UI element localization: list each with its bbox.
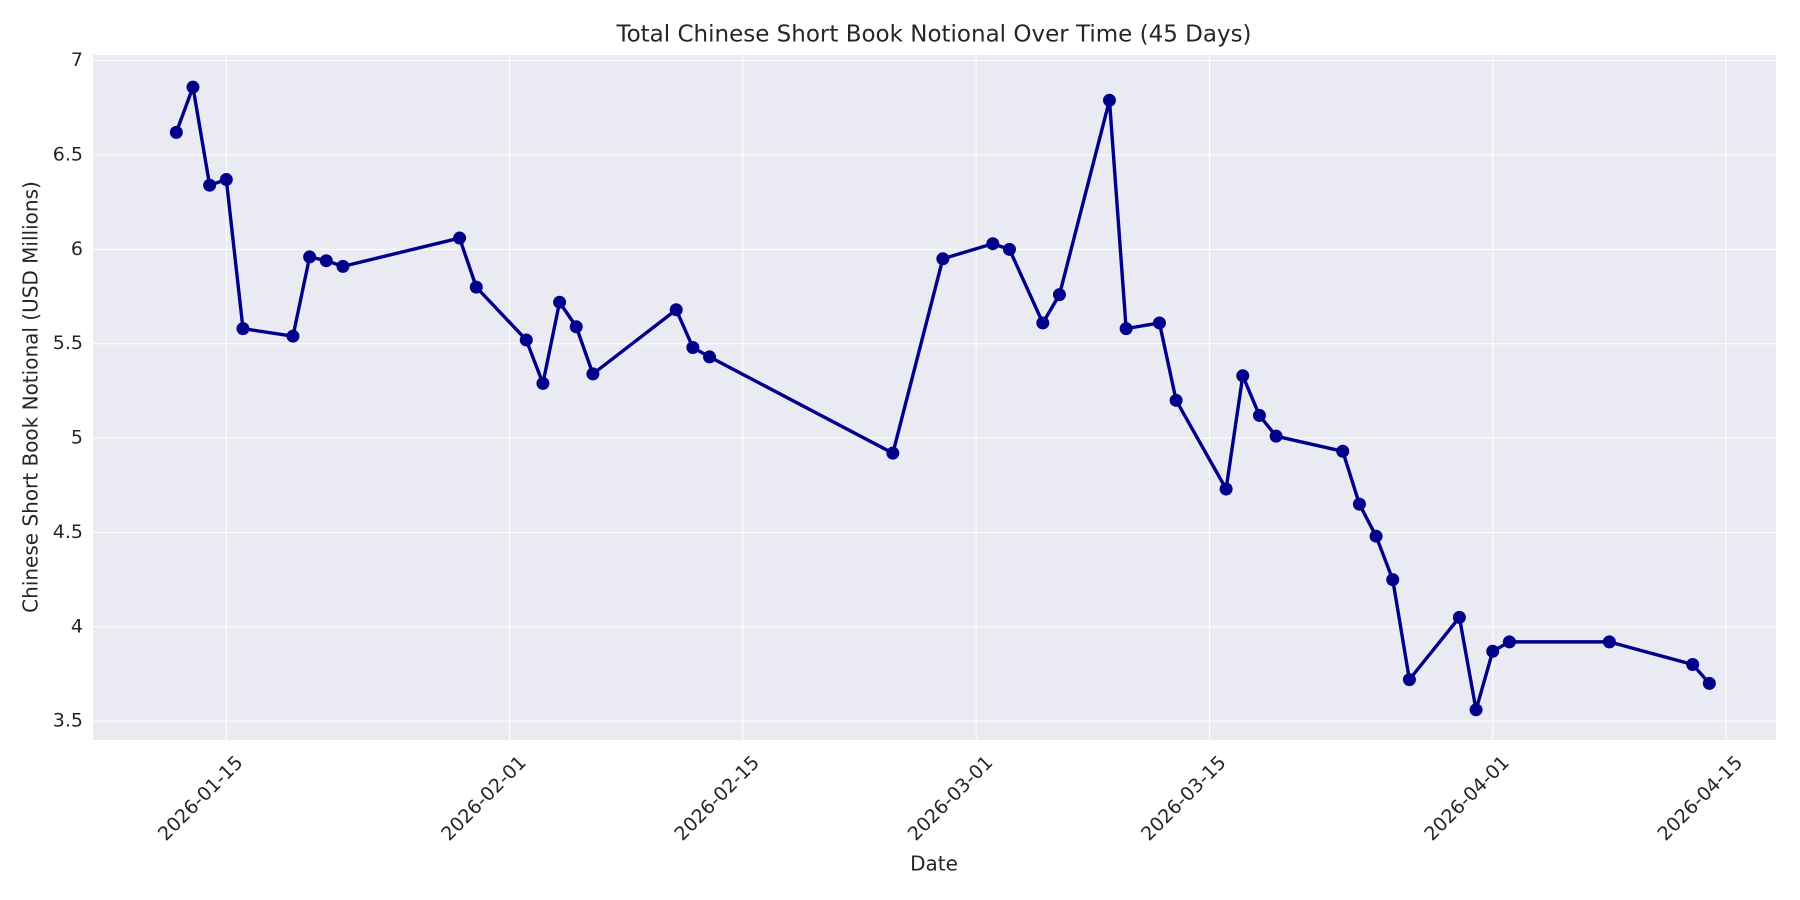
point: [519, 333, 533, 347]
point: [1119, 322, 1133, 336]
point: [1469, 703, 1483, 717]
x-tick-label: 2026-02-01: [437, 752, 531, 846]
point: [1002, 242, 1016, 256]
point: [203, 178, 217, 192]
point: [703, 350, 717, 364]
point: [1269, 429, 1283, 443]
point: [219, 173, 233, 187]
point: [453, 231, 467, 245]
point: [553, 295, 567, 309]
y-tick-label: 5: [71, 427, 83, 449]
point: [986, 237, 1000, 251]
point: [1386, 573, 1400, 587]
point: [1486, 644, 1500, 658]
point: [336, 259, 350, 273]
y-tick-label: 4: [71, 615, 83, 637]
point: [303, 250, 317, 264]
y-tick-label: 5.5: [53, 332, 83, 354]
point: [1702, 676, 1716, 690]
point: [1169, 393, 1183, 407]
y-axis-label: Chinese Short Book Notional (USD Million…: [19, 181, 43, 613]
point: [186, 80, 200, 94]
point: [1336, 444, 1350, 458]
point: [1152, 316, 1166, 330]
y-tick-label: 4.5: [53, 521, 83, 543]
x-tick-label: 2026-02-15: [670, 752, 764, 846]
point: [1052, 288, 1066, 302]
chart-title: Total Chinese Short Book Notional Over T…: [615, 22, 1251, 48]
point: [1036, 316, 1050, 330]
point: [936, 252, 950, 266]
x-tick-label: 2026-03-01: [904, 752, 998, 846]
point: [686, 340, 700, 354]
point: [1686, 658, 1700, 672]
x-axis-label: Date: [910, 852, 958, 876]
y-tick-label: 6.5: [53, 144, 83, 166]
point: [569, 320, 583, 334]
point: [1602, 635, 1616, 649]
point: [1236, 369, 1250, 383]
point: [319, 254, 333, 268]
point: [669, 303, 683, 317]
point: [1252, 408, 1266, 422]
point: [886, 446, 900, 460]
y-tick-label: 6: [71, 238, 83, 260]
x-tick-label: 2026-04-01: [1420, 752, 1514, 846]
point: [169, 125, 183, 139]
point: [236, 322, 250, 336]
point: [1452, 610, 1466, 624]
point: [536, 376, 550, 390]
x-tick-label: 2026-01-15: [154, 752, 248, 846]
point: [1402, 673, 1416, 687]
y-tick-label: 3.5: [53, 710, 83, 732]
x-tick-label: 2026-04-15: [1654, 752, 1748, 846]
point: [586, 367, 600, 381]
point: [469, 280, 483, 294]
point: [286, 329, 300, 343]
x-tick-label: 2026-03-15: [1137, 752, 1231, 846]
point: [1369, 529, 1383, 543]
point: [1502, 635, 1516, 649]
plot-area: [93, 55, 1776, 740]
point: [1102, 93, 1116, 107]
y-tick-label: 7: [71, 49, 83, 71]
point: [1219, 482, 1233, 496]
point: [1352, 497, 1366, 511]
